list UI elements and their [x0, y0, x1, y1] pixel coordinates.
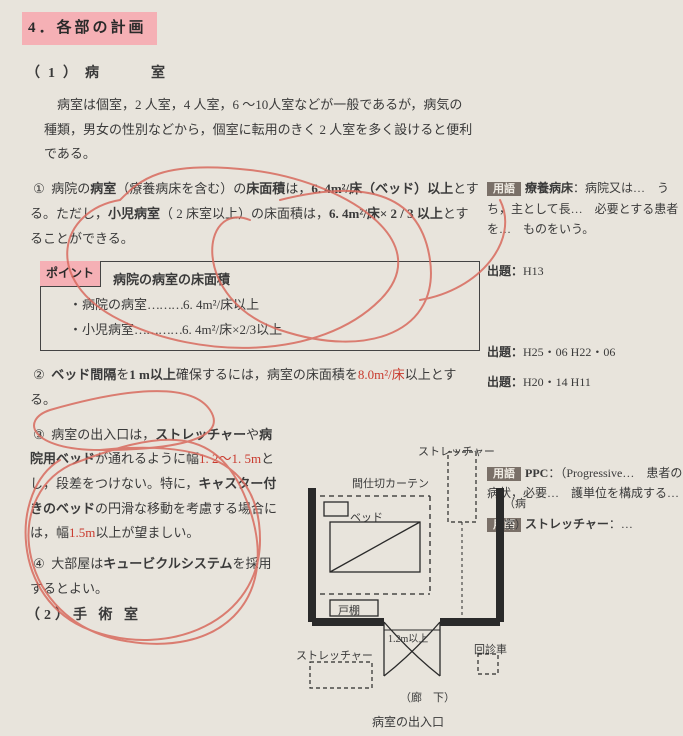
item-1: ① 病院の病室（療養病床を含む）の床面積は，6. 4m²/床（ベッド）以上とする… — [30, 177, 480, 251]
label-stretcher: ストレッチャー — [418, 442, 495, 463]
item-2: ② ベッド間隔を1 m以上確保するには，病室の床面積を8.0m²/床以上とする。 — [30, 363, 480, 412]
side-out-3: 出題：H20・14 H11 — [483, 372, 683, 392]
intro-paragraph: 病室は個室，2 人室，4 人室，6 ～10人室などが一般であるが，病気の種類，男… — [44, 93, 474, 167]
point-label: ポイント — [40, 261, 101, 287]
label-tana: 戸棚 — [338, 601, 360, 622]
side-out-1: 出題：H13 — [483, 261, 683, 281]
subsection-1-title: （1）病 室 — [26, 61, 683, 88]
section-title: 4．各部の計画 — [22, 12, 157, 45]
side-yougo-1: 用語療養病床：病院又は… うち，主として長… 必要とする患者を… ものをいう。 — [483, 178, 683, 239]
point-line-1: ・病院の病室………6. 4m²/床以上 — [69, 293, 469, 318]
item-4-num: ④ — [30, 552, 48, 577]
diagram-caption: 病室の出入口 — [372, 711, 444, 734]
section-number: 4 — [28, 20, 39, 36]
page: 4．各部の計画 （1）病 室 病室は個室，2 人室，4 人室，6 ～10人室など… — [0, 0, 683, 630]
item-3: ③ 病室の出入口は，ストレッチャーや病院用ベッドが通れるように幅1. 2～1. … — [30, 423, 280, 546]
point-box: ポイント 病院の病室の床面積 ・病院の病室………6. 4m²/床以上 ・小児病室… — [40, 261, 480, 351]
side-out-2: 出題：H25・06 H22・06 — [483, 342, 683, 362]
item-4: ④ 大部屋はキュービクルシステムを採用するとよい。 — [30, 552, 280, 601]
item-1-num: ① — [30, 177, 48, 202]
label-corridor: （廊 下） — [400, 688, 455, 709]
point-title: 病院の病室の床面積 — [113, 268, 469, 293]
label-kaisha: 回診車 — [474, 640, 507, 661]
label-dim: 1.2m以上 — [388, 630, 428, 649]
point-line-2: ・小児病室…………6. 4m²/床×2/3以上 — [69, 318, 469, 343]
room-diagram: ストレッチャー 間仕切カーテン ベッド （病 室） 戸棚 1.2m以上 ストレッ… — [300, 444, 550, 714]
item-2-num: ② — [30, 363, 48, 388]
item-3-num: ③ — [30, 423, 48, 448]
label-room: （病 室） — [504, 494, 550, 536]
label-stretcher2: ストレッチャー — [296, 646, 373, 667]
section-title-text: 各部の計画 — [57, 20, 147, 36]
label-curtain: 間仕切カーテン — [352, 474, 429, 495]
label-bed: ベッド — [350, 508, 383, 529]
